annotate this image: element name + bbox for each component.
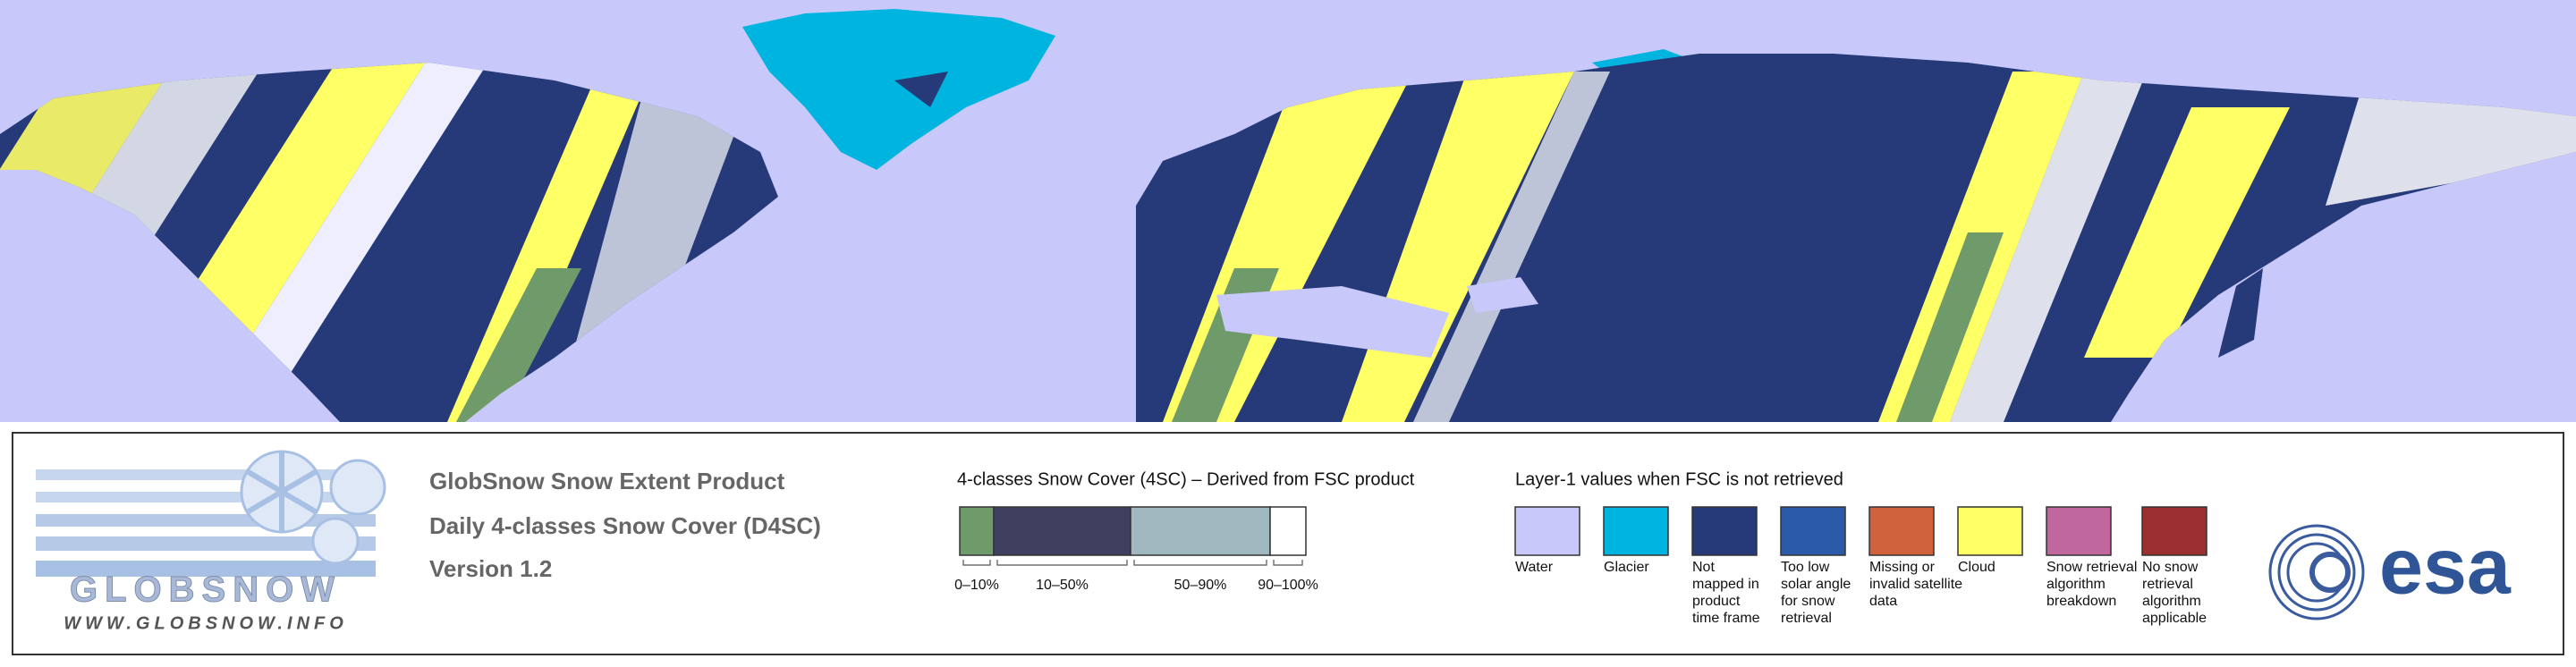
class-bracket — [1133, 560, 1267, 566]
item-label: algorithm — [2142, 594, 2201, 609]
layer1-title: Layer-1 values when FSC is not retrieved — [1515, 469, 1843, 489]
logo-stripe — [36, 469, 376, 480]
swath — [1896, 232, 2004, 422]
item-label: Snow retrieval — [2046, 560, 2137, 575]
logo-stripe — [36, 492, 376, 502]
swath — [1950, 72, 2147, 422]
item-swatch — [2141, 506, 2207, 556]
item-label: applicable — [2142, 611, 2207, 626]
class-label: 0–10% — [954, 578, 999, 593]
logo-name: GLOBSNOW — [70, 570, 342, 610]
item-label: Missing or — [1869, 560, 1936, 575]
snow-cover-title: 4-classes Snow Cover (4SC) – Derived fro… — [957, 469, 1415, 489]
item-label: Cloud — [1958, 560, 1996, 575]
item-label: Water — [1515, 560, 1554, 575]
swath — [1413, 72, 1610, 422]
class-bracket — [962, 560, 991, 566]
item-label: algorithm — [2046, 577, 2106, 592]
item-swatch — [1868, 506, 1935, 556]
item-label: mapped in — [1692, 577, 1759, 592]
item-swatch — [1780, 506, 1846, 556]
product-line: Daily 4-classes Snow Cover (D4SC) — [429, 512, 821, 539]
snowflake — [240, 450, 386, 565]
product-line: Version 1.2 — [429, 555, 552, 582]
item-label: solar angle — [1781, 577, 1851, 592]
class-bracket — [996, 560, 1128, 566]
item-swatch — [1691, 506, 1758, 556]
item-swatch — [1603, 506, 1669, 556]
class-label: 10–50% — [1036, 578, 1089, 593]
swath — [197, 54, 528, 422]
logo-stripe — [36, 536, 376, 551]
black-sea — [1467, 277, 1538, 313]
item-swatch — [1957, 506, 2023, 556]
esa-logo: esa — [2268, 521, 2512, 621]
swath — [447, 89, 644, 422]
item-label: No snow — [2142, 560, 2199, 575]
item-label: time frame — [1692, 611, 1760, 626]
item-label: product — [1692, 594, 1741, 609]
item-swatch — [1514, 506, 1580, 556]
class-swatch — [1269, 506, 1307, 556]
product-info: GlobSnow Snow Extent Product Daily 4-cla… — [429, 468, 821, 582]
esa-globe — [2268, 524, 2365, 621]
class-bracket — [1273, 560, 1303, 566]
logo-stripe — [36, 561, 376, 577]
esa-text: esa — [2379, 521, 2512, 610]
class-swatch — [993, 506, 1131, 556]
logo-url: WWW.GLOBSNOW.INFO — [64, 613, 348, 633]
mediterranean — [1216, 286, 1449, 358]
layer1-legend: Water Glacier Not mapped in product time fram… — [1514, 506, 2207, 626]
map — [0, 0, 2576, 422]
product-line: GlobSnow Snow Extent Product — [429, 468, 785, 494]
swath — [2084, 107, 2290, 358]
class-swatch — [1130, 506, 1271, 556]
swath — [2326, 89, 2576, 206]
japan — [2218, 268, 2263, 358]
item-label: data — [1869, 594, 1897, 609]
item-label: for snow — [1781, 594, 1835, 609]
class-swatch — [959, 506, 995, 556]
item-label: Not — [1692, 560, 1715, 575]
globsnow-logo: GLOBSNOW WWW.GLOBSNOW.INFO — [36, 450, 386, 633]
class-label: 90–100% — [1258, 578, 1318, 593]
class-label: 50–90% — [1174, 578, 1227, 593]
item-label: invalid satellite — [1869, 577, 1962, 592]
greenland-unmapped — [894, 72, 948, 107]
item-swatch — [2046, 506, 2112, 556]
greenland — [742, 9, 1055, 170]
item-label: Too low — [1781, 560, 1830, 575]
item-label: Glacier — [1604, 560, 1649, 575]
item-label: retrieval — [2142, 577, 2193, 592]
item-label: retrieval — [1781, 611, 1832, 626]
swath — [456, 268, 581, 422]
item-label: breakdown — [2046, 594, 2116, 609]
snow-cover-legend: 0–10% 10–50% 50–90% 90–100% — [954, 506, 1318, 593]
